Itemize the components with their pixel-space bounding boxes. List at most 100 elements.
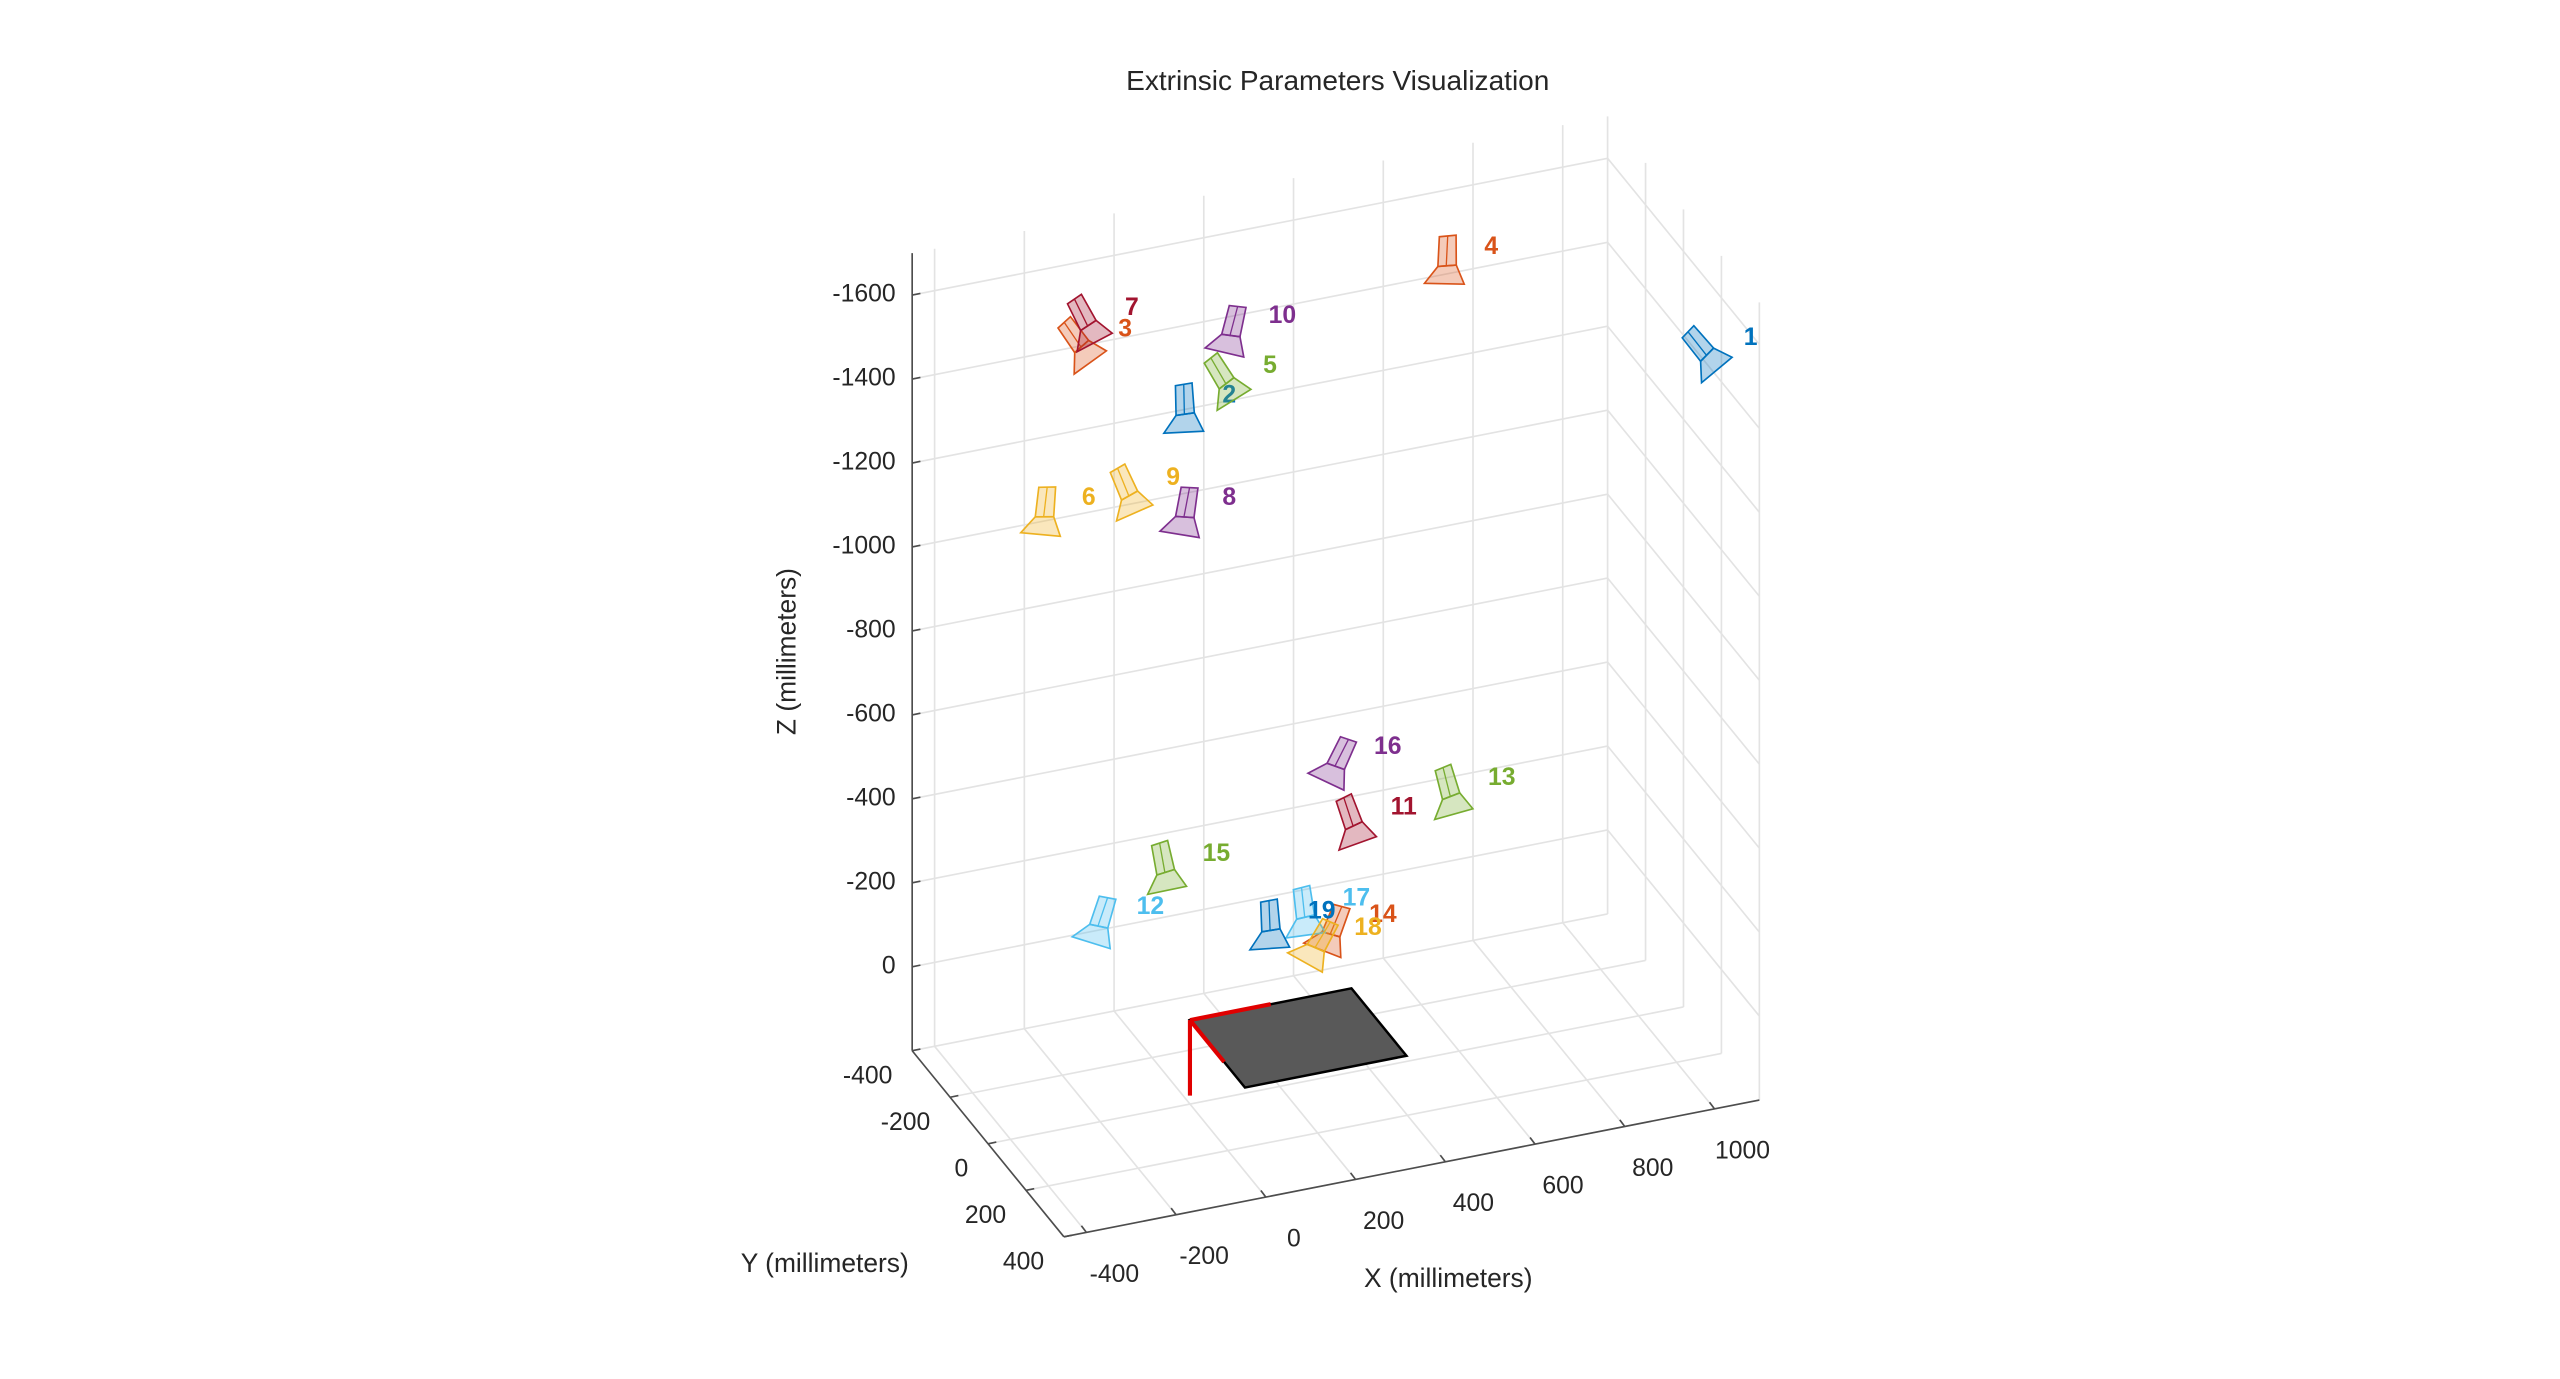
x-tick-label: 0 bbox=[1287, 1226, 1301, 1253]
camera-edge bbox=[1300, 887, 1306, 918]
grid-line bbox=[987, 1006, 1684, 1145]
camera-label: 3 bbox=[1118, 315, 1132, 342]
x-tick bbox=[1080, 1225, 1088, 1233]
grid-line bbox=[912, 577, 1608, 716]
grid-line bbox=[1606, 241, 1760, 429]
grid-line bbox=[912, 493, 1608, 632]
board-axis bbox=[1189, 1002, 1272, 1023]
z-tick-label: -1400 bbox=[832, 365, 895, 392]
camera bbox=[1203, 304, 1247, 359]
camera-label: 11 bbox=[1391, 794, 1417, 821]
grid-line bbox=[1606, 829, 1760, 1017]
x-tick bbox=[1529, 1137, 1536, 1145]
camera bbox=[1422, 234, 1466, 286]
camera-lens bbox=[1248, 927, 1291, 951]
y-tick-label: 400 bbox=[1003, 1249, 1044, 1276]
camera-label: 15 bbox=[1203, 840, 1231, 867]
camera-edge bbox=[1183, 487, 1191, 517]
camera-label: 14 bbox=[1369, 901, 1397, 928]
camera bbox=[1306, 735, 1358, 792]
camera-label: 1 bbox=[1744, 324, 1758, 351]
x-tick bbox=[1439, 1154, 1446, 1163]
y-tick bbox=[987, 1141, 997, 1145]
camera-lens bbox=[1146, 868, 1188, 896]
y-tick bbox=[949, 1094, 959, 1099]
x-tick-label: 600 bbox=[1542, 1173, 1583, 1200]
z-tick-label: -1200 bbox=[832, 449, 895, 476]
camera-label: 2 bbox=[1222, 381, 1236, 408]
calibration-board bbox=[1187, 986, 1409, 1089]
z-tick-label: -1000 bbox=[832, 533, 895, 560]
grid-line bbox=[912, 745, 1608, 884]
camera-label: 6 bbox=[1082, 484, 1096, 511]
camera bbox=[1162, 382, 1205, 435]
z-tick bbox=[912, 628, 921, 632]
y-tick-label: -400 bbox=[843, 1063, 893, 1090]
grid-line bbox=[1606, 493, 1760, 681]
x-tick bbox=[1260, 1189, 1267, 1198]
camera-label: 19 bbox=[1308, 898, 1336, 925]
camera bbox=[1681, 324, 1734, 385]
camera-label: 12 bbox=[1137, 893, 1165, 920]
camera-label: 16 bbox=[1374, 733, 1402, 760]
z-tick bbox=[912, 376, 921, 380]
camera-lens bbox=[1284, 914, 1327, 939]
y-tick bbox=[912, 1048, 921, 1052]
camera bbox=[1146, 839, 1188, 896]
grid-line bbox=[1606, 409, 1760, 597]
grid-line bbox=[912, 913, 1608, 1052]
y-tick bbox=[1025, 1187, 1035, 1192]
camera-edge bbox=[1229, 306, 1239, 336]
z-axis-title: Z (millimeters) bbox=[771, 568, 801, 735]
y-tick-label: -200 bbox=[881, 1109, 931, 1136]
x-tick-label: 1000 bbox=[1715, 1137, 1770, 1164]
z-tick-label: -1600 bbox=[832, 281, 895, 308]
grid-line bbox=[912, 409, 1608, 548]
x-tick bbox=[1708, 1101, 1716, 1110]
z-tick bbox=[912, 964, 921, 968]
y-tick-label: 200 bbox=[965, 1202, 1006, 1229]
camera-edge bbox=[1183, 384, 1186, 415]
camera-label: 4 bbox=[1484, 233, 1498, 260]
camera-lens bbox=[1433, 791, 1475, 821]
z-tick-label: -800 bbox=[846, 616, 896, 643]
grid-line bbox=[912, 829, 1608, 968]
camera-label: 8 bbox=[1222, 484, 1236, 511]
camera-lens bbox=[1115, 490, 1155, 523]
camera-lens bbox=[1070, 923, 1112, 950]
camera-edge bbox=[1073, 298, 1089, 327]
grid-line bbox=[1606, 325, 1760, 513]
camera bbox=[1284, 884, 1327, 939]
chart-title: Extrinsic Parameters Visualization bbox=[1126, 65, 1549, 96]
camera-edge bbox=[1687, 331, 1707, 356]
camera-edge bbox=[1043, 487, 1048, 517]
camera-lens bbox=[1019, 515, 1062, 538]
x-axis-title: X (millimeters) bbox=[1364, 1263, 1533, 1293]
camera-body bbox=[1034, 486, 1057, 518]
z-tick-label: 0 bbox=[882, 952, 896, 979]
z-tick-label: -600 bbox=[846, 700, 896, 727]
grid-line bbox=[912, 157, 1608, 296]
z-tick-label: -400 bbox=[846, 784, 896, 811]
camera-edge bbox=[1097, 897, 1109, 927]
camera-label: 5 bbox=[1263, 352, 1277, 379]
z-tick bbox=[912, 460, 921, 464]
z-tick bbox=[912, 292, 921, 296]
camera-lens bbox=[1162, 411, 1205, 435]
camera-lens bbox=[1422, 264, 1466, 286]
camera bbox=[1070, 895, 1117, 950]
camera-edge bbox=[1158, 842, 1166, 873]
camera-edge bbox=[1116, 468, 1130, 497]
camera-lens bbox=[1076, 319, 1114, 354]
camera-lens bbox=[1216, 376, 1253, 412]
x-tick-label: 800 bbox=[1632, 1155, 1673, 1182]
camera-lens bbox=[1337, 820, 1378, 852]
camera-edge bbox=[1268, 900, 1271, 931]
grid-line bbox=[912, 661, 1608, 800]
x-tick bbox=[1619, 1119, 1626, 1127]
x-tick-label: -200 bbox=[1179, 1243, 1229, 1270]
x-tick-label: -400 bbox=[1090, 1261, 1140, 1288]
grid-line bbox=[1606, 661, 1760, 849]
camera-edge bbox=[1445, 235, 1449, 266]
